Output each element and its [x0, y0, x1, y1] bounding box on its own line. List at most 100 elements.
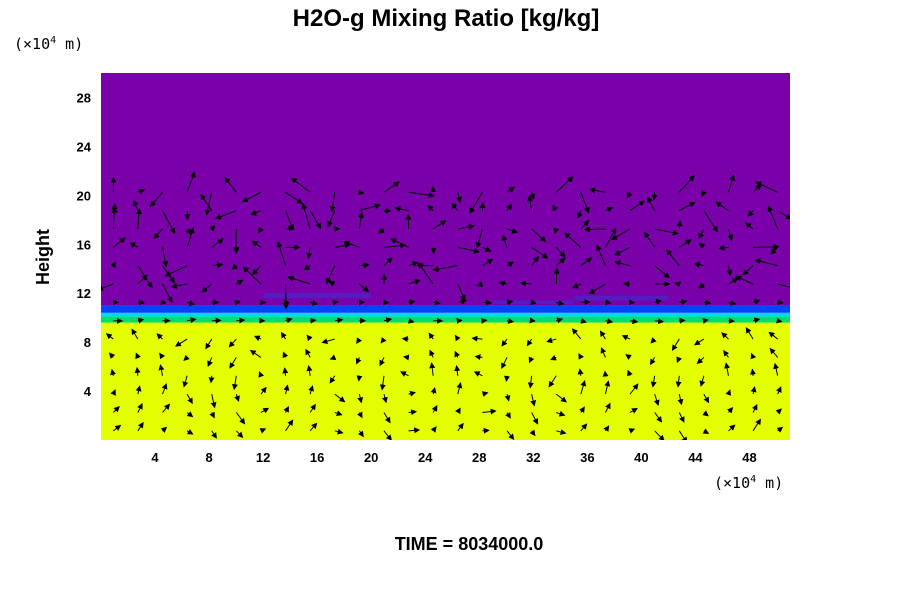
field-patch: [263, 293, 372, 299]
wind-vector: [303, 264, 311, 271]
wind-vector: [588, 283, 606, 295]
wind-vector: [343, 240, 360, 248]
wind-vector: [129, 242, 139, 249]
y-tick-label: 4: [84, 384, 92, 399]
wind-vector: [400, 371, 409, 377]
wind-vector: [650, 375, 657, 388]
x-tick-label: 4: [151, 450, 159, 465]
wind-vector: [186, 393, 193, 405]
wind-vector: [726, 265, 733, 277]
wind-vector: [627, 369, 633, 377]
wind-vector: [650, 337, 657, 344]
wind-vector: [506, 299, 514, 306]
wind-vector: [553, 227, 560, 235]
wind-vector: [625, 354, 632, 360]
wind-vector: [401, 336, 409, 342]
wind-vector: [306, 365, 313, 376]
wind-vector: [721, 332, 729, 340]
x-tick-label: 36: [580, 450, 594, 465]
wind-vector: [718, 244, 729, 251]
wind-vector: [211, 261, 224, 268]
wind-vector: [334, 317, 344, 324]
field-layer-low: [101, 305, 790, 313]
wind-vector: [678, 430, 688, 440]
wind-vector: [325, 265, 336, 285]
wind-vector: [432, 220, 447, 230]
wind-vector: [742, 265, 754, 276]
wind-vector: [135, 208, 142, 230]
wind-vector: [321, 338, 335, 345]
wind-vector: [506, 227, 519, 234]
wind-vector: [723, 349, 730, 358]
wind-vector: [474, 354, 483, 361]
wind-vector: [475, 228, 483, 249]
wind-vector: [654, 430, 665, 440]
wind-vector: [430, 426, 437, 433]
wind-vector: [546, 337, 557, 344]
wind-vector: [309, 210, 322, 230]
wind-vector: [531, 412, 539, 425]
wind-vector: [698, 228, 705, 240]
wind-vector: [628, 428, 636, 434]
wind-vector: [728, 317, 735, 324]
wind-vector: [105, 333, 114, 340]
wind-vector: [556, 429, 567, 435]
wind-vector: [555, 393, 567, 403]
wind-vector: [408, 279, 421, 285]
wind-vector: [156, 333, 163, 340]
wind-vector: [745, 222, 754, 230]
wind-vector: [556, 410, 566, 417]
wind-vector: [745, 327, 754, 340]
wind-vector: [580, 257, 593, 267]
wind-vector: [596, 244, 606, 266]
wind-vector: [455, 407, 461, 415]
x-tick-label: 44: [688, 450, 703, 465]
y-tick-label: 20: [77, 188, 91, 203]
wind-vector: [209, 225, 216, 232]
wind-vector: [285, 191, 303, 204]
wind-vector: [428, 332, 435, 340]
wind-vector: [531, 228, 547, 243]
wind-vector: [693, 261, 704, 268]
wind-vector: [359, 262, 370, 269]
wind-vector: [211, 238, 224, 248]
wind-vector: [501, 357, 508, 369]
wind-vector: [674, 281, 681, 288]
x-unit-suffix: m): [756, 474, 783, 492]
wind-vector: [408, 261, 419, 267]
wind-vector: [282, 351, 289, 359]
wind-vector: [501, 338, 508, 347]
wind-vector: [552, 204, 559, 212]
wind-vector: [383, 181, 400, 193]
plot-area: [101, 73, 790, 440]
wind-vector: [112, 237, 126, 248]
wind-vector: [235, 430, 244, 439]
wind-vector: [285, 419, 294, 432]
wind-vector: [457, 223, 475, 230]
wind-vector: [701, 189, 707, 197]
wind-vector: [456, 382, 463, 395]
wind-vector: [750, 386, 757, 395]
field-layer-mid-high: [101, 316, 790, 323]
wind-vector: [383, 430, 392, 440]
wind-vector: [433, 299, 441, 306]
wind-vector: [113, 424, 122, 432]
wind-vector: [482, 408, 497, 415]
wind-vector: [671, 338, 680, 351]
wind-vector: [747, 210, 754, 217]
wind-vector: [111, 207, 119, 214]
wind-vector: [505, 412, 511, 419]
wind-vector: [232, 228, 239, 254]
wind-vector: [456, 192, 462, 204]
wind-vector: [381, 393, 388, 404]
wind-vector: [309, 422, 318, 432]
wind-vector: [408, 390, 416, 397]
wind-vector: [137, 317, 145, 324]
wind-vector: [454, 364, 461, 376]
wind-vector: [186, 428, 194, 435]
wind-vector: [751, 403, 758, 413]
wind-vector: [329, 375, 336, 384]
wind-vector: [703, 299, 712, 306]
x-tick-label: 40: [634, 450, 648, 465]
wind-vector: [429, 362, 436, 376]
